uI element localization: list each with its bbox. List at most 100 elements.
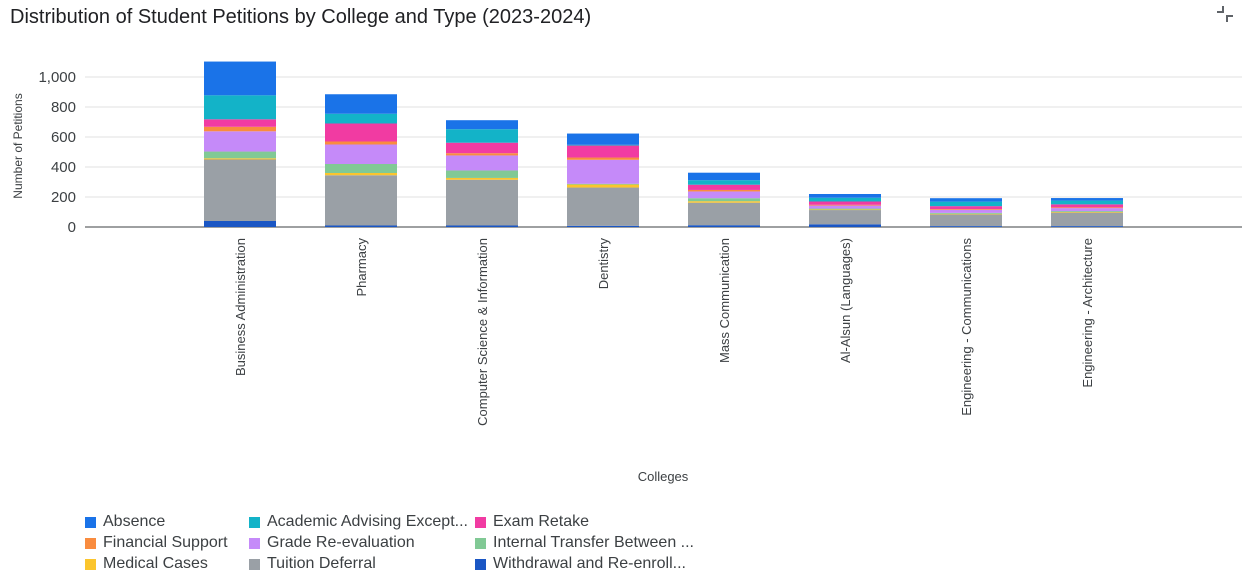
legend-label: Absence <box>103 513 166 530</box>
bar-segment[interactable] <box>204 158 276 160</box>
bar-segment[interactable] <box>809 210 881 225</box>
legend-label: Grade Re-evaluation <box>267 534 415 551</box>
legend-item[interactable]: Withdrawal and Re-enroll... <box>475 554 715 574</box>
legend-item[interactable]: Medical Cases <box>85 554 249 574</box>
bar-segment[interactable] <box>809 205 881 209</box>
legend: Absence Academic Advising Except... Exam R… <box>85 512 715 574</box>
bar-segment[interactable] <box>1051 211 1123 212</box>
legend-swatch <box>85 537 96 549</box>
bar-segment[interactable] <box>204 221 276 227</box>
bar-segment[interactable] <box>688 202 760 226</box>
bar-segment[interactable] <box>1051 208 1123 212</box>
bar-segment[interactable] <box>567 145 639 158</box>
bar-segment[interactable] <box>809 208 881 210</box>
legend-label: Academic Advising Except... <box>267 513 468 530</box>
bar-segment[interactable] <box>325 175 397 226</box>
bar-segment[interactable] <box>567 184 639 188</box>
bar-segment[interactable] <box>446 153 518 156</box>
bar-segment[interactable] <box>204 126 276 132</box>
bar-segment[interactable] <box>446 225 518 228</box>
bar-segment[interactable] <box>204 95 276 120</box>
bar-segment[interactable] <box>204 61 276 96</box>
bar-segment[interactable] <box>930 206 1002 210</box>
bar-segment[interactable] <box>930 209 1002 210</box>
legend-item[interactable]: Exam Retake <box>475 512 715 532</box>
bar-segment[interactable] <box>1051 226 1123 227</box>
legend-swatch <box>85 558 96 570</box>
legend-item[interactable]: Internal Transfer Between ... <box>475 533 715 553</box>
bar-segment[interactable] <box>809 197 881 202</box>
bar-segment[interactable] <box>1051 212 1123 227</box>
bar-segment[interactable] <box>325 225 397 228</box>
bar-segment[interactable] <box>809 194 881 198</box>
bar-segment[interactable] <box>1051 200 1123 205</box>
bar-segment[interactable] <box>567 225 639 227</box>
x-tick-labels: Business Administration Pharmacy Computer … <box>233 238 1095 426</box>
bar-segment[interactable] <box>325 144 397 165</box>
bar-segment[interactable] <box>567 157 639 160</box>
legend-item[interactable]: Tuition Deferral <box>249 554 475 574</box>
bar-segment[interactable] <box>325 113 397 124</box>
bar-segment[interactable] <box>688 184 760 190</box>
bar-segment[interactable] <box>1051 207 1123 209</box>
bar-segment[interactable] <box>930 209 1002 213</box>
bar-segment[interactable] <box>688 201 760 203</box>
bar-segment[interactable] <box>325 94 397 114</box>
bar-segment[interactable] <box>204 151 276 159</box>
x-tick-label: Mass Communication <box>717 238 732 363</box>
bar-segment[interactable] <box>446 155 518 171</box>
bar-segment[interactable] <box>930 198 1002 202</box>
bar-segment[interactable] <box>204 119 276 127</box>
bar-segment[interactable] <box>204 131 276 152</box>
bar-segment[interactable] <box>446 120 518 130</box>
bar-segment[interactable] <box>688 191 760 199</box>
bar-segment[interactable] <box>446 142 518 154</box>
bar-segment[interactable] <box>809 204 881 206</box>
bar-segment[interactable] <box>688 225 760 227</box>
bar-segment[interactable] <box>567 187 639 226</box>
bar-segment[interactable] <box>446 179 518 226</box>
legend-item[interactable]: Absence <box>85 512 249 532</box>
bar-segment[interactable] <box>567 144 639 146</box>
bar-segment[interactable] <box>567 133 639 145</box>
bar-segment[interactable] <box>446 177 518 180</box>
chart-title: Distribution of Student Petitions by Col… <box>10 6 592 28</box>
bar-segment[interactable] <box>1051 212 1123 213</box>
bar-segment[interactable] <box>325 173 397 176</box>
bar-segment[interactable] <box>446 170 518 178</box>
bar-segment[interactable] <box>930 201 1002 207</box>
bar-segment[interactable] <box>930 214 1002 227</box>
collapse-icon[interactable] <box>1215 4 1235 24</box>
bar-segment[interactable] <box>809 209 881 211</box>
bar-segment[interactable] <box>930 212 1002 214</box>
y-tick-label: 400 <box>51 159 76 176</box>
bar-segment[interactable] <box>809 224 881 227</box>
bar-segment[interactable] <box>809 201 881 205</box>
bar-segment[interactable] <box>325 141 397 145</box>
bar-segment[interactable] <box>325 164 397 173</box>
bar-segment[interactable] <box>325 123 397 142</box>
bar-segment[interactable] <box>204 159 276 222</box>
bar-segment[interactable] <box>688 180 760 185</box>
y-tick-label: 600 <box>51 129 76 146</box>
legend-item[interactable]: Grade Re-evaluation <box>249 533 475 553</box>
y-axis-label: Number of Petitions <box>11 93 25 198</box>
bar-segment[interactable] <box>930 213 1002 215</box>
legend-item[interactable]: Academic Advising Except... <box>249 512 475 532</box>
bar-segment[interactable] <box>688 172 760 181</box>
bar-segment[interactable] <box>446 129 518 143</box>
legend-label: Internal Transfer Between ... <box>493 534 694 551</box>
bar-segment[interactable] <box>1051 198 1123 201</box>
legend-item[interactable]: Financial Support <box>85 533 249 553</box>
legend-swatch <box>475 558 486 570</box>
x-axis-label: Colleges <box>638 469 689 484</box>
bar-segment[interactable] <box>688 189 760 192</box>
legend-swatch <box>249 558 260 570</box>
bar-segment[interactable] <box>567 183 639 185</box>
bar-segment[interactable] <box>1051 204 1123 208</box>
legend-label: Tuition Deferral <box>267 555 376 572</box>
bar-segment[interactable] <box>567 159 639 184</box>
bar-segment[interactable] <box>930 226 1002 227</box>
x-tick-label: Computer Science & Information <box>475 238 490 426</box>
bar-segment[interactable] <box>688 198 760 202</box>
